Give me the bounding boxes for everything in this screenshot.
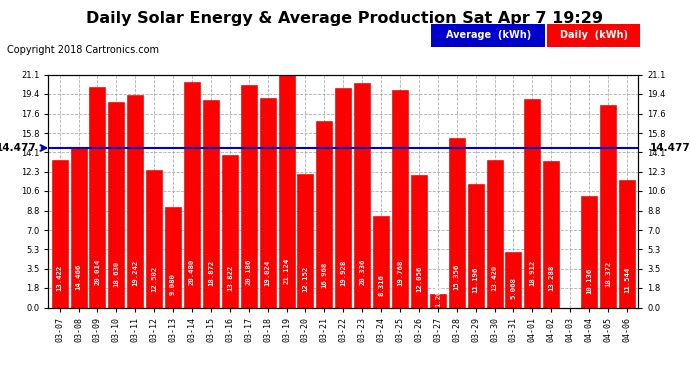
Bar — [448, 138, 465, 308]
Text: 19.928: 19.928 — [340, 259, 346, 285]
Text: Daily  (kWh): Daily (kWh) — [560, 30, 628, 40]
Text: 13.420: 13.420 — [491, 265, 497, 291]
Text: 19.024: 19.024 — [265, 260, 270, 286]
Text: 12.056: 12.056 — [416, 266, 422, 292]
Bar — [335, 88, 351, 308]
Bar — [52, 160, 68, 308]
Bar — [411, 175, 427, 308]
Bar — [90, 87, 106, 308]
Bar — [316, 120, 333, 308]
Text: 15.356: 15.356 — [454, 263, 460, 290]
Bar — [392, 90, 408, 308]
Text: 18.872: 18.872 — [208, 260, 214, 286]
Text: Average  (kWh): Average (kWh) — [446, 30, 531, 40]
Bar — [581, 196, 597, 308]
Bar — [146, 170, 162, 308]
Bar — [486, 160, 502, 308]
Text: Copyright 2018 Cartronics.com: Copyright 2018 Cartronics.com — [7, 45, 159, 55]
Text: 13.822: 13.822 — [227, 265, 233, 291]
Bar — [127, 96, 144, 308]
Bar — [297, 174, 313, 308]
Bar — [354, 83, 371, 308]
Bar — [241, 85, 257, 308]
Text: 19.242: 19.242 — [132, 260, 138, 286]
Bar — [184, 82, 200, 308]
Bar — [619, 180, 635, 308]
Bar — [165, 207, 181, 308]
Bar — [430, 294, 446, 307]
Text: 10.136: 10.136 — [586, 268, 592, 294]
Bar — [221, 155, 238, 308]
Text: 11.544: 11.544 — [624, 267, 630, 293]
Text: 14.466: 14.466 — [75, 264, 81, 290]
Bar — [505, 252, 522, 308]
Bar — [108, 102, 124, 308]
Text: 8.316: 8.316 — [378, 274, 384, 296]
Bar — [468, 184, 484, 308]
Text: 21.124: 21.124 — [284, 258, 290, 285]
Text: 18.372: 18.372 — [605, 261, 611, 287]
Bar — [279, 75, 295, 308]
Text: 16.968: 16.968 — [322, 262, 327, 288]
Text: 12.502: 12.502 — [151, 266, 157, 292]
Text: 13.288: 13.288 — [549, 265, 554, 291]
Text: 19.768: 19.768 — [397, 260, 403, 286]
Text: 18.630: 18.630 — [113, 260, 119, 286]
Text: 20.014: 20.014 — [95, 259, 101, 285]
Text: 20.336: 20.336 — [359, 259, 365, 285]
Text: 12.152: 12.152 — [302, 266, 308, 292]
Text: 1.208: 1.208 — [435, 285, 441, 307]
Text: 20.186: 20.186 — [246, 259, 252, 285]
Bar — [524, 99, 540, 308]
Bar — [373, 216, 389, 308]
Bar — [70, 148, 86, 308]
Text: 13.422: 13.422 — [57, 265, 63, 291]
Text: 14.477: 14.477 — [649, 143, 690, 153]
Text: 9.080: 9.080 — [170, 273, 176, 295]
Text: 5.068: 5.068 — [511, 277, 516, 298]
Text: 20.480: 20.480 — [189, 259, 195, 285]
Bar — [203, 99, 219, 308]
Bar — [543, 161, 560, 308]
Text: 14.477: 14.477 — [0, 143, 37, 153]
Text: 11.196: 11.196 — [473, 267, 479, 293]
Text: 18.912: 18.912 — [529, 260, 535, 286]
Bar — [259, 98, 276, 308]
Bar — [600, 105, 616, 308]
Text: Daily Solar Energy & Average Production Sat Apr 7 19:29: Daily Solar Energy & Average Production … — [86, 11, 604, 26]
